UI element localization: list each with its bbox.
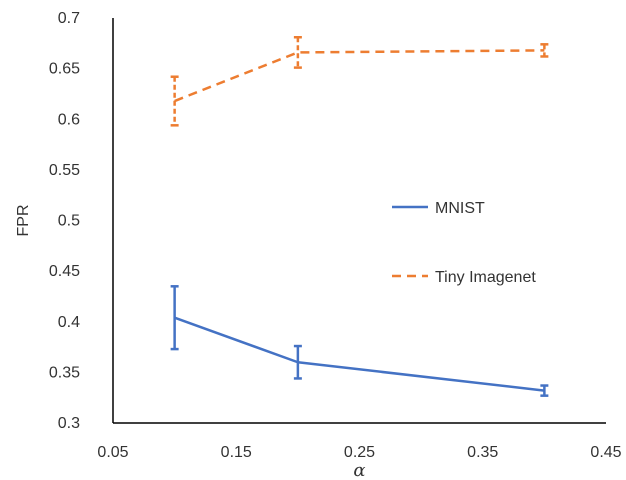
y-tick-label: 0.5 <box>58 213 80 230</box>
y-tick-label: 0.7 <box>58 10 80 27</box>
series-tiny-imagenet <box>170 35 549 127</box>
error-bar <box>293 344 302 380</box>
legend: MNIST Tiny Imagenet <box>392 200 536 286</box>
series-lines <box>170 35 549 397</box>
y-tick-label: 0.55 <box>49 162 80 179</box>
legend-item: Tiny Imagenet <box>392 269 536 286</box>
y-tick-label: 0.45 <box>49 263 80 280</box>
x-tick-label: 0.35 <box>467 444 498 461</box>
y-tick-label: 0.4 <box>58 314 80 331</box>
y-tick-label: 0.35 <box>49 364 80 381</box>
x-tick-label: 0.45 <box>590 444 621 461</box>
y-tick-label: 0.65 <box>49 61 80 78</box>
x-tick-label: 0.15 <box>221 444 252 461</box>
axes <box>112 18 606 424</box>
y-axis-title: FPR <box>15 205 32 237</box>
y-tick-label: 0.3 <box>58 415 80 432</box>
error-bar <box>540 43 549 58</box>
error-bar <box>293 35 302 69</box>
x-tick-label: 0.25 <box>344 444 375 461</box>
series-line <box>174 49 545 103</box>
tick-labels: 0.3 0.35 0.4 0.45 0.5 0.55 0.6 0.65 0.7 0.05 0.15 0… <box>49 10 622 461</box>
legend-label: MNIST <box>435 200 485 217</box>
x-tick-label: 0.05 <box>97 444 128 461</box>
legend-label: Tiny Imagenet <box>435 269 536 286</box>
legend-item: MNIST <box>392 200 485 217</box>
error-bar <box>170 75 179 127</box>
error-bar <box>170 285 179 351</box>
series-line <box>174 316 545 392</box>
y-tick-label: 0.6 <box>58 111 80 128</box>
x-axis-title: α <box>353 460 365 480</box>
error-bar <box>540 384 549 397</box>
series-mnist <box>170 285 549 397</box>
